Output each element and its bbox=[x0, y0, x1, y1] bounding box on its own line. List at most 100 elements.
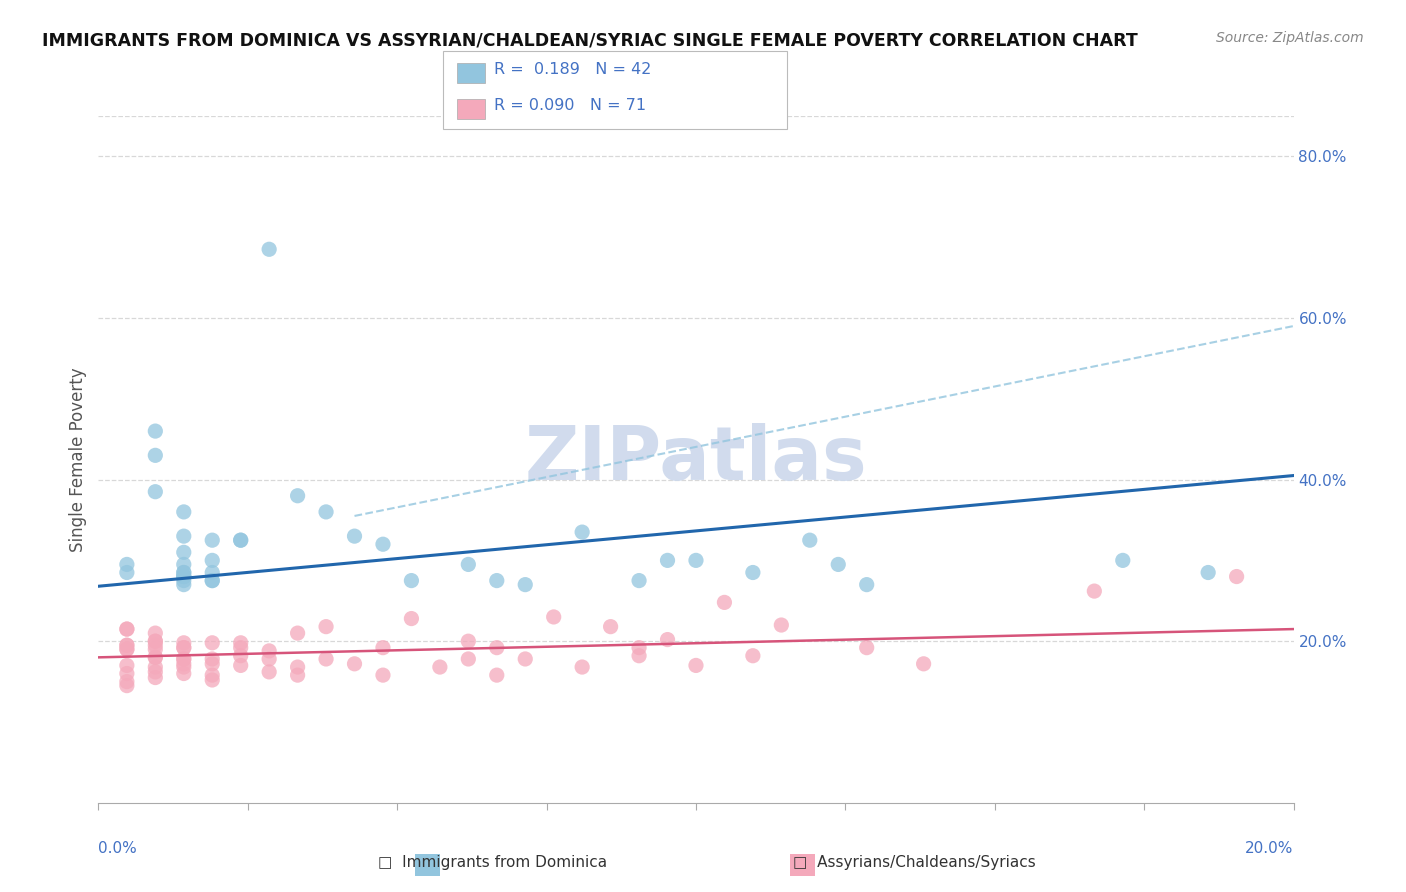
Point bbox=[685, 658, 707, 673]
Point bbox=[173, 652, 195, 666]
Text: 0.0%: 0.0% bbox=[98, 840, 138, 855]
Point bbox=[201, 533, 224, 548]
Point bbox=[201, 553, 224, 567]
Point bbox=[229, 636, 252, 650]
Point bbox=[115, 679, 138, 693]
Point bbox=[401, 611, 423, 625]
Point bbox=[115, 622, 138, 636]
Point bbox=[229, 648, 252, 663]
Point bbox=[457, 558, 479, 572]
Point bbox=[855, 577, 877, 591]
Point bbox=[201, 566, 224, 580]
Point bbox=[229, 658, 252, 673]
Point bbox=[173, 569, 195, 583]
Point bbox=[173, 640, 195, 655]
Text: ZIPatlas: ZIPatlas bbox=[524, 423, 868, 496]
Point bbox=[115, 658, 138, 673]
Point bbox=[685, 553, 707, 567]
Point bbox=[315, 652, 337, 666]
Point bbox=[770, 618, 793, 632]
Point bbox=[173, 657, 195, 671]
Point bbox=[571, 525, 593, 540]
Point bbox=[201, 574, 224, 588]
Text: R = 0.090   N = 71: R = 0.090 N = 71 bbox=[494, 98, 645, 112]
Point bbox=[912, 657, 935, 671]
Point bbox=[485, 574, 508, 588]
Point bbox=[143, 671, 166, 685]
Point bbox=[173, 566, 195, 580]
Point bbox=[1112, 553, 1135, 567]
Point bbox=[371, 668, 394, 682]
Point bbox=[115, 558, 138, 572]
Point bbox=[543, 610, 565, 624]
Point bbox=[173, 566, 195, 580]
Point bbox=[315, 505, 337, 519]
Point bbox=[628, 648, 651, 663]
Point bbox=[143, 424, 166, 438]
Point bbox=[201, 636, 224, 650]
Text: □  Immigrants from Dominica: □ Immigrants from Dominica bbox=[378, 855, 606, 870]
Point bbox=[115, 642, 138, 657]
Point bbox=[115, 666, 138, 681]
Point bbox=[257, 652, 280, 666]
Point bbox=[115, 674, 138, 689]
Point bbox=[143, 665, 166, 679]
Point bbox=[143, 634, 166, 648]
Point bbox=[173, 636, 195, 650]
Point bbox=[115, 638, 138, 652]
Point bbox=[173, 505, 195, 519]
Point bbox=[315, 620, 337, 634]
Point bbox=[287, 668, 309, 682]
Point bbox=[343, 529, 366, 543]
Point bbox=[257, 665, 280, 679]
Point bbox=[229, 533, 252, 548]
Point bbox=[143, 650, 166, 665]
Point bbox=[657, 553, 679, 567]
Point bbox=[257, 242, 280, 256]
Point bbox=[855, 640, 877, 655]
Point bbox=[201, 657, 224, 671]
Point bbox=[599, 620, 621, 634]
Point bbox=[657, 632, 679, 647]
Point bbox=[371, 640, 394, 655]
Point bbox=[173, 574, 195, 588]
Point bbox=[287, 626, 309, 640]
Text: IMMIGRANTS FROM DOMINICA VS ASSYRIAN/CHALDEAN/SYRIAC SINGLE FEMALE POVERTY CORRE: IMMIGRANTS FROM DOMINICA VS ASSYRIAN/CHA… bbox=[42, 31, 1137, 49]
Point bbox=[1197, 566, 1219, 580]
Point bbox=[143, 638, 166, 652]
Point bbox=[429, 660, 451, 674]
Text: Source: ZipAtlas.com: Source: ZipAtlas.com bbox=[1216, 31, 1364, 45]
Text: □  Assyrians/Chaldeans/Syriacs: □ Assyrians/Chaldeans/Syriacs bbox=[793, 855, 1035, 870]
Point bbox=[229, 640, 252, 655]
Point bbox=[143, 634, 166, 648]
Point bbox=[257, 644, 280, 658]
Point bbox=[827, 558, 849, 572]
Point bbox=[741, 648, 763, 663]
Point bbox=[799, 533, 821, 548]
Point bbox=[115, 566, 138, 580]
Point bbox=[713, 595, 735, 609]
Text: R =  0.189   N = 42: R = 0.189 N = 42 bbox=[494, 62, 651, 77]
Point bbox=[201, 574, 224, 588]
Point bbox=[485, 640, 508, 655]
Point bbox=[173, 660, 195, 674]
Point bbox=[143, 660, 166, 674]
Point bbox=[173, 558, 195, 572]
Point bbox=[401, 574, 423, 588]
Point bbox=[287, 489, 309, 503]
Point bbox=[173, 529, 195, 543]
Point bbox=[628, 640, 651, 655]
Point bbox=[571, 660, 593, 674]
Y-axis label: Single Female Poverty: Single Female Poverty bbox=[69, 368, 87, 551]
Point bbox=[457, 652, 479, 666]
Point bbox=[173, 569, 195, 583]
Point bbox=[173, 569, 195, 583]
Point bbox=[143, 650, 166, 665]
Point bbox=[173, 652, 195, 666]
Point bbox=[173, 666, 195, 681]
Point bbox=[343, 657, 366, 671]
Point bbox=[201, 673, 224, 687]
Point bbox=[143, 448, 166, 462]
Point bbox=[201, 652, 224, 666]
Point bbox=[1226, 569, 1249, 583]
